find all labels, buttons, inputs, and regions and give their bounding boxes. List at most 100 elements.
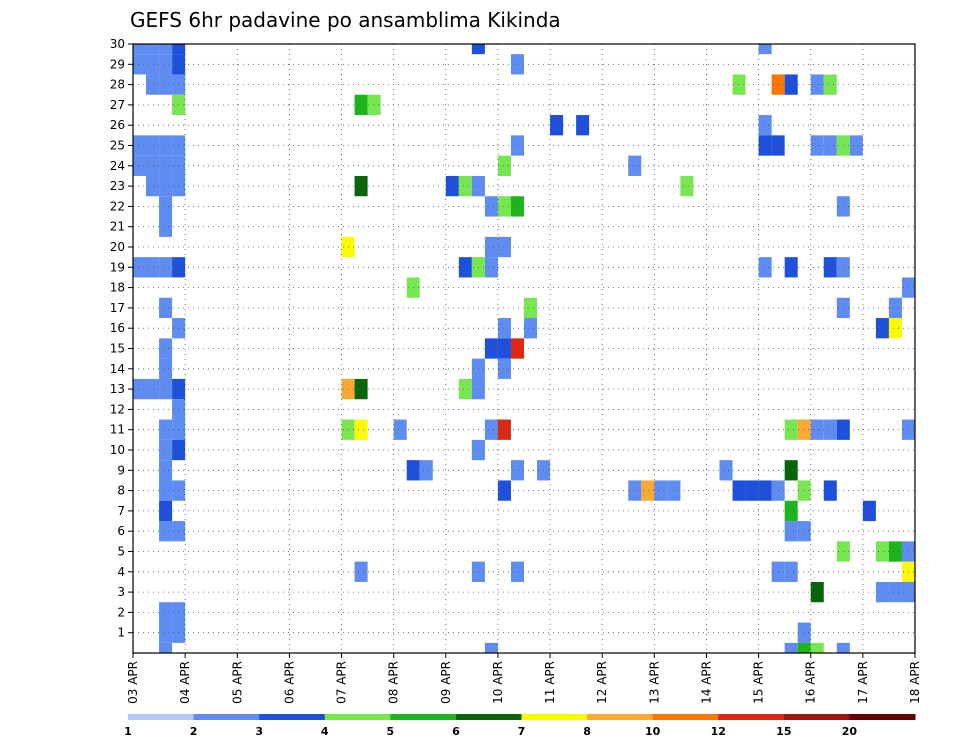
y-tick-label: 19 (110, 260, 125, 274)
legend-label: 3 (255, 725, 263, 738)
x-tick-label: 16 APR (804, 661, 818, 704)
heatmap-cell (146, 257, 160, 278)
heatmap-cell (719, 460, 733, 481)
heatmap-cell (758, 257, 772, 278)
heatmap-cell (497, 196, 511, 217)
heatmap-cell (797, 480, 811, 501)
heatmap-cell (797, 642, 811, 653)
y-tick-label: 28 (110, 78, 125, 92)
chart-title: GEFS 6hr padavine po ansamblima Kikinda (130, 8, 561, 32)
heatmap-cell (471, 44, 485, 55)
x-tick-label: 17 APR (856, 661, 870, 704)
heatmap-cell (159, 297, 173, 319)
x-tick-label: 05 APR (230, 661, 244, 704)
y-tick-label: 17 (110, 301, 125, 315)
y-tick-label: 18 (110, 281, 125, 295)
heatmap-cell (524, 297, 538, 319)
heatmap-cell (159, 419, 173, 440)
heatmap-cell (146, 74, 160, 95)
heatmap-cell (133, 155, 147, 176)
legend-label: 8 (583, 725, 591, 738)
heatmap-cell (576, 115, 590, 136)
heatmap-cell (497, 419, 511, 440)
y-tick-label: 20 (110, 240, 125, 254)
legend-label: 2 (190, 725, 198, 738)
heatmap-cell (159, 602, 173, 623)
heatmap-cell (354, 378, 368, 400)
heatmap-cell (810, 74, 824, 95)
heatmap-cell (732, 480, 746, 501)
x-tick-label: 15 APR (752, 661, 766, 704)
legend-swatch (718, 714, 785, 720)
heatmap-cell (784, 257, 798, 278)
heatmap-cell (550, 115, 564, 136)
heatmap-cell (628, 480, 642, 501)
heatmap-cell (172, 44, 186, 55)
y-tick-label: 7 (117, 504, 125, 518)
heatmap-cell (758, 480, 772, 501)
heatmap-cell (484, 338, 498, 359)
heatmap-cell (823, 419, 837, 440)
heatmap-cell (146, 44, 160, 55)
heatmap-cell (888, 318, 902, 339)
heatmap-cell (458, 378, 472, 400)
heatmap-cell (159, 54, 173, 75)
heatmap-cell (133, 135, 147, 156)
legend-label: 15 (776, 725, 791, 738)
legend-label: 10 (645, 725, 661, 738)
legend-label: 6 (452, 725, 460, 738)
heatmap-cell (810, 419, 824, 440)
heatmap-cell (888, 297, 902, 319)
heatmap-cell (445, 175, 459, 197)
heatmap-cell (784, 642, 798, 653)
heatmap-cell (875, 581, 889, 603)
y-tick-label: 9 (117, 463, 125, 477)
heatmap-cell (159, 216, 173, 237)
x-tick-label: 12 APR (595, 661, 609, 704)
heatmap-cell (367, 94, 381, 116)
heatmap-cell (875, 541, 889, 562)
heatmap-cell (146, 135, 160, 156)
heatmap-cell (510, 561, 524, 582)
heatmap-cell (484, 419, 498, 440)
heatmap-cell (159, 521, 173, 542)
heatmap-cell (133, 378, 147, 400)
heatmap-cell (836, 642, 850, 653)
y-tick-label: 4 (117, 565, 125, 579)
legend-swatch (193, 714, 260, 720)
heatmap-cell (810, 642, 824, 653)
heatmap-cell (458, 257, 472, 278)
heatmap-cell (354, 94, 368, 116)
heatmap-cell (823, 480, 837, 501)
legend-swatch (324, 714, 391, 720)
heatmap-cell (159, 257, 173, 278)
legend-label: 4 (321, 725, 329, 738)
heatmap-cell (510, 338, 524, 359)
x-tick-label: 18 APR (908, 661, 922, 704)
y-tick-label: 24 (110, 159, 125, 173)
y-tick-label: 23 (110, 179, 125, 193)
heatmap-cell (159, 460, 173, 481)
heatmap-cell (823, 135, 837, 156)
x-tick-label: 03 APR (126, 661, 140, 704)
heatmap-cell (758, 135, 772, 156)
heatmap-cell (497, 318, 511, 339)
gridlines (133, 43, 915, 653)
y-tick-label: 26 (110, 118, 125, 132)
heatmap-cell (758, 44, 772, 55)
heatmap-cell (784, 561, 798, 582)
y-tick-label: 14 (110, 362, 125, 376)
y-tick-label: 21 (110, 220, 125, 234)
heatmap-cell (146, 378, 160, 400)
y-tick-label: 11 (110, 423, 125, 437)
x-tick-label: 09 APR (439, 661, 453, 704)
heatmap-cell (524, 318, 538, 339)
heatmap-cell (146, 175, 160, 197)
heatmap-cell (159, 500, 173, 522)
y-tick-label: 12 (110, 402, 125, 416)
heatmap-cell (680, 175, 694, 197)
y-tick-label: 15 (110, 342, 125, 356)
legend-swatch (259, 714, 326, 720)
x-tick-label: 10 APR (491, 661, 505, 704)
